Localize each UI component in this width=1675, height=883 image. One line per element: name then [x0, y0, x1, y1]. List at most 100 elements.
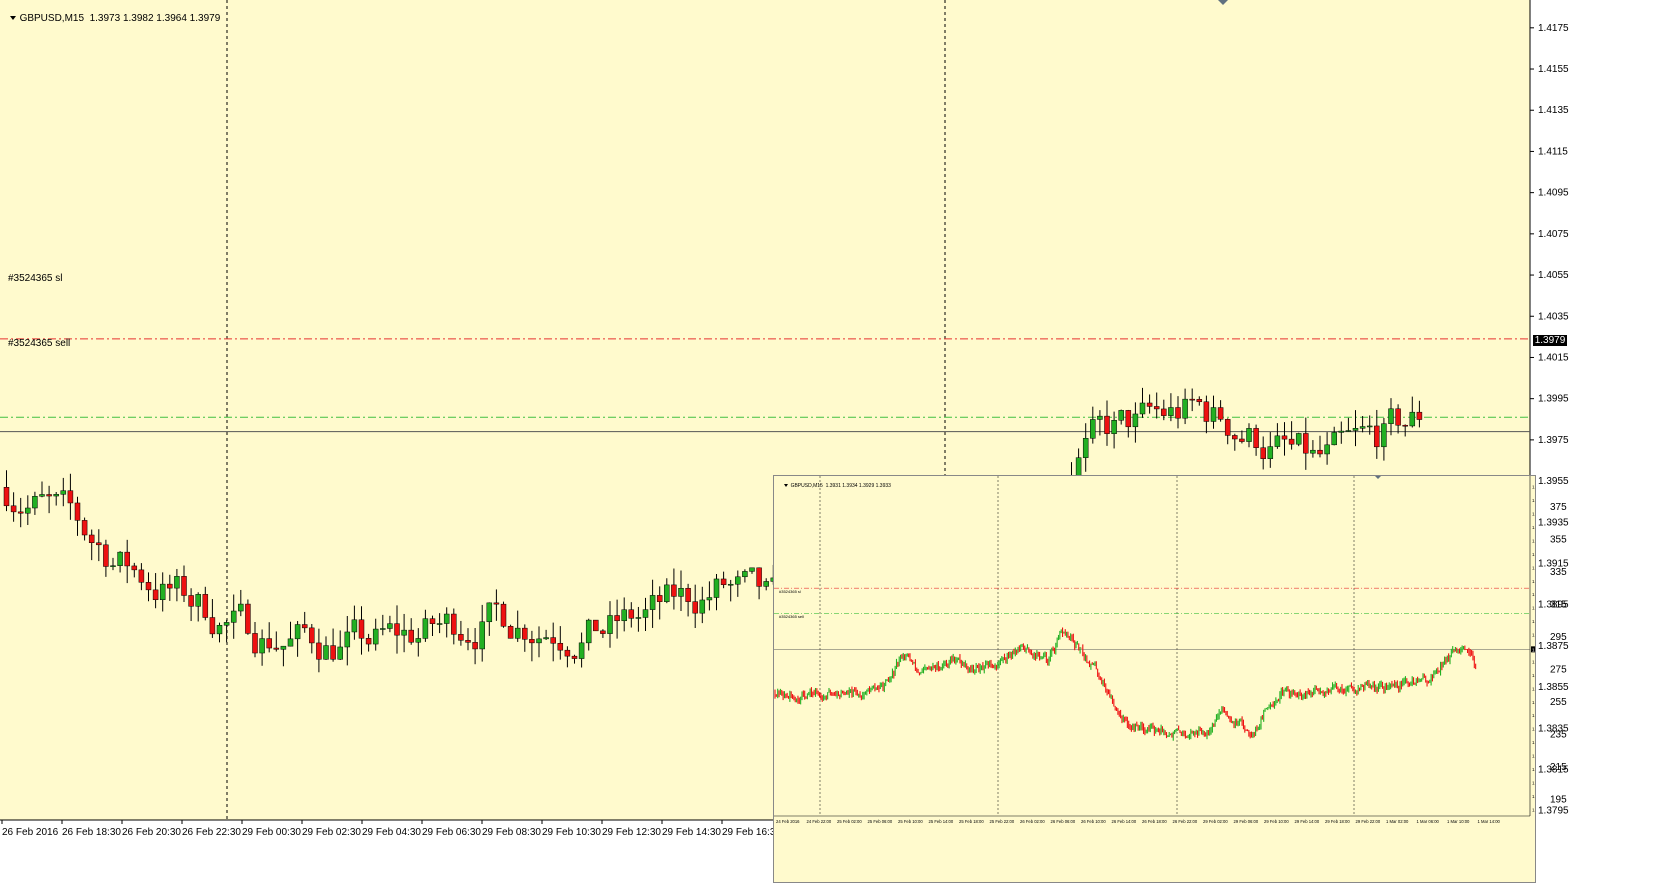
candle-body: [280, 645, 287, 650]
candle-body: [1196, 399, 1203, 403]
candle-body: [593, 619, 599, 632]
inset-plot-area: [774, 476, 1535, 882]
candle-body: [713, 578, 720, 598]
candle-body: [699, 599, 706, 614]
candle-body: [1260, 447, 1266, 459]
candle-body: [1366, 425, 1373, 428]
candle-body: [1175, 407, 1181, 419]
candle-body: [429, 618, 436, 624]
candle-body: [1295, 433, 1302, 445]
inset-time-label: 25 Feb 14:00: [929, 819, 954, 824]
inset-price-label: 1.4095: [1532, 538, 1535, 543]
candle-body: [1189, 398, 1195, 401]
inset-time-label: 1 Mar 06:00: [1417, 819, 1440, 824]
candle-body: [330, 645, 336, 660]
candle-body: [81, 520, 88, 536]
candle-body: [664, 584, 670, 602]
candle-body: [287, 638, 294, 647]
candle-body: [1388, 408, 1394, 424]
time-axis-label: 29 Feb 02:30: [302, 827, 361, 838]
candle-body: [195, 594, 201, 607]
candle-body: [578, 642, 585, 659]
candle-body: [358, 619, 365, 639]
candle-body: [557, 643, 564, 651]
candle-body: [294, 624, 301, 640]
candle-body: [1161, 408, 1167, 416]
price-axis-label: 1.3955: [1538, 476, 1569, 487]
candle-body: [1203, 401, 1210, 422]
inset-price-label: 1.3695: [1532, 807, 1535, 812]
candle-body: [1381, 423, 1387, 448]
candle-body: [763, 581, 769, 587]
inset-time-label: 25 Feb 06:00: [868, 819, 893, 824]
candle-body: [507, 626, 514, 639]
main-sell-label: #3524365 sell: [8, 338, 71, 349]
candle-body: [25, 507, 31, 514]
inset-price-chart[interactable]: 1.4175 1.4155 1.4135 1.4115 1.4095 1.4075 1.40…: [774, 476, 1535, 882]
inset-time-label: 26 Feb 10:00: [1081, 819, 1106, 824]
inset-time-label: 29 Feb 18:00: [1325, 819, 1350, 824]
candle-body: [124, 551, 130, 567]
time-axis-label: 29 Feb 12:30: [602, 827, 661, 838]
candle-body: [344, 631, 351, 648]
candle-body: [316, 642, 322, 660]
candle-body: [32, 496, 38, 509]
candle-body: [181, 576, 187, 596]
price-axis-label: 1.3915: [1538, 558, 1569, 569]
time-axis-label: 29 Feb 08:30: [482, 827, 541, 838]
candle-body: [1118, 410, 1124, 421]
candle-body: [1303, 433, 1309, 454]
inset-price-label: 1.3735: [1532, 780, 1535, 785]
candle-body: [1210, 407, 1217, 422]
candle-body: [451, 613, 457, 635]
candle-body: [706, 597, 713, 601]
inset-collapse-triangle-icon[interactable]: [783, 484, 788, 488]
candle-body: [96, 542, 102, 546]
time-axis-label: 29 Feb 16:30: [722, 827, 781, 838]
candle-body: [685, 587, 691, 602]
candle-body: [387, 623, 393, 629]
inset-price-label: 1.3835: [1532, 713, 1535, 718]
shift-marker-icon: [1218, 0, 1228, 5]
candle-body: [131, 565, 138, 571]
candle-body: [458, 634, 464, 641]
inset-time-label: 1 Mar 14:00: [1478, 819, 1501, 824]
time-axis-label: 29 Feb 14:30: [662, 827, 721, 838]
inset-axis-overflow-label: 295: [1550, 632, 1567, 643]
inset-shift-marker-icon: [1375, 476, 1381, 479]
price-axis-label: 1.4015: [1538, 352, 1569, 363]
inset-time-label: 25 Feb 22:00: [990, 819, 1015, 824]
candle-body: [351, 619, 358, 633]
inset-chart-window[interactable]: 1.4175 1.4155 1.4135 1.4115 1.4095 1.4075 1.40…: [773, 475, 1536, 883]
candle-body: [1310, 449, 1316, 454]
candle-body: [614, 615, 620, 622]
candle-body: [152, 589, 159, 601]
candle-body: [692, 601, 698, 614]
candle-body: [1288, 438, 1295, 445]
price-axis-label: 1.4095: [1538, 188, 1569, 199]
candle-body: [138, 569, 145, 583]
price-axis-label: 1.3935: [1538, 517, 1569, 528]
candle-body: [585, 619, 592, 644]
inset-chart-header: GBPUSD,M15 1.3931 1.3934 1.3929 1.3933: [778, 477, 891, 495]
time-axis-label: 26 Feb 2016: [2, 827, 59, 838]
inset-axis-overflow-label: 255: [1550, 697, 1567, 708]
candle-body: [422, 618, 429, 639]
candle-body: [145, 582, 152, 591]
inset-axis-overflow-label: 335: [1550, 567, 1567, 578]
candle-body: [1253, 428, 1259, 448]
current-price-badge: 1.3979: [1533, 335, 1567, 346]
candle-body: [571, 655, 578, 659]
candle-body: [1352, 428, 1359, 431]
inset-time-label: 24 Feb 2016: [776, 819, 800, 824]
candle-body: [1409, 411, 1416, 427]
collapse-triangle-icon[interactable]: [9, 16, 16, 21]
candle-body: [1416, 411, 1423, 420]
inset-time-label: 1 Mar 10:00: [1447, 819, 1470, 824]
candle-body: [493, 602, 500, 605]
price-axis-label: 1.4155: [1538, 64, 1569, 75]
candle-body: [635, 617, 642, 619]
candle-body: [465, 640, 471, 643]
candle-body: [323, 645, 329, 660]
